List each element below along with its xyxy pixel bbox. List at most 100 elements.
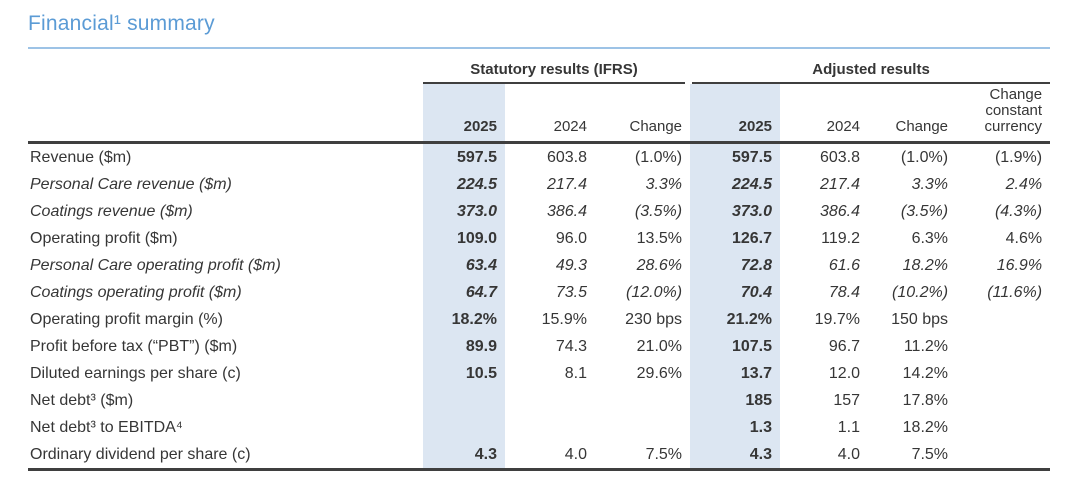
cell: (11.6%) [987,284,1043,301]
cell: 63.4 [423,252,505,279]
cell: 3.3% [645,176,683,193]
cell [956,414,1050,441]
cell: 603.8 [819,149,861,166]
column-header-label-spacer [28,84,423,144]
cell: 150 bps [891,311,949,328]
cell: 1.1 [837,419,861,436]
cell: 386.4 [819,203,861,220]
cell: 18.2% [902,419,949,436]
cell: 18.2% [423,306,505,333]
row-label: Coatings operating profit ($m) [30,284,242,301]
table-row: Personal Care operating profit ($m) 63.4… [28,252,1050,279]
column-header-statutory-change: Change [595,84,691,144]
cell [956,306,1050,333]
cell: 70.4 [690,279,781,306]
cell: 4.0 [780,441,869,471]
column-header-row: 2025 2024 Change 2025 2024 Change Change… [28,84,1051,144]
row-label: Personal Care revenue ($m) [30,176,232,193]
group-header-spacer [28,52,423,84]
cell [956,333,1050,360]
cell: 7.5% [868,441,957,471]
column-header-statutory-2024: 2024 [505,84,595,144]
cell: 18.2% [902,257,949,274]
row-label: Net debt³ to EBITDA⁴ [30,419,183,436]
cell [505,414,595,441]
row-label: Profit before tax (“PBT”) ($m) [30,338,238,355]
table-row: Operating profit margin (%) 18.2% 15.9% … [28,306,1050,333]
row-label: Ordinary dividend per share (c) [28,441,423,471]
cell: 157 [833,392,861,409]
cell: 230 bps [625,311,683,328]
cell: 89.9 [423,333,505,360]
cell: 373.0 [690,198,781,225]
row-label: Revenue ($m) [30,149,132,166]
table-row: Personal Care revenue ($m) 224.5 217.4 3… [28,171,1050,198]
table-row: Coatings operating profit ($m) 64.7 73.5… [28,279,1050,306]
column-header-adjusted-2024: 2024 [780,84,869,144]
cell: (1.9%) [994,149,1043,166]
cell: 17.8% [902,392,949,409]
financial-summary-table: Statutory results (IFRS) Adjusted result… [28,52,1051,471]
cell: 21.2% [690,306,781,333]
cell: 14.2% [902,365,949,382]
cell: (10.2%) [892,284,949,301]
cell: 13.5% [636,230,683,247]
cell: 96.7 [828,338,861,355]
column-header-change-constant-currency: Change constant currency [956,84,1051,144]
cell: 4.6% [1005,230,1043,247]
cell: 126.7 [690,225,781,252]
cell: 19.7% [814,311,861,328]
cell: 49.3 [555,257,587,274]
row-label: Operating profit margin (%) [30,311,223,328]
page-title: Financial¹ summary [28,12,215,35]
cell: 96.0 [555,230,587,247]
cell: 61.6 [828,257,861,274]
cell: 3.3% [911,176,949,193]
cell [956,441,1051,471]
table-row: Net debt³ to EBITDA⁴ 1.3 1.1 18.2% [28,414,1050,441]
table-row: Revenue ($m) 597.5 603.8 (1.0%) 597.5 60… [28,142,1050,171]
cell: 78.4 [828,284,861,301]
row-label: Personal Care operating profit ($m) [30,257,281,274]
cell [505,387,595,414]
cell: 16.9% [996,257,1043,274]
cell: 74.3 [555,338,587,355]
cell: 1.3 [690,414,781,441]
cell: 224.5 [423,171,505,198]
column-header-adjusted-2025: 2025 [690,84,781,144]
cell [423,387,505,414]
cell: 597.5 [690,142,781,171]
cell [956,360,1050,387]
row-label: Coatings revenue ($m) [30,203,193,220]
cell: 72.8 [690,252,781,279]
cell: 185 [690,387,781,414]
table-row: Net debt³ ($m) 185 157 17.8% [28,387,1050,414]
cell: 12.0 [828,365,861,382]
group-header-row: Statutory results (IFRS) Adjusted result… [28,52,1051,84]
cell: 8.1 [564,365,587,382]
table-row: Diluted earnings per share (c) 10.5 8.1 … [28,360,1050,387]
cell: 4.3 [423,441,505,471]
cell [595,387,690,414]
cell: 6.3% [911,230,949,247]
cell [595,414,690,441]
table-row: Profit before tax (“PBT”) ($m) 89.9 74.3… [28,333,1050,360]
cell: (1.0%) [634,149,683,166]
cell: 29.6% [636,365,683,382]
title-rule [28,47,1050,49]
cell: 2.4% [1005,176,1043,193]
column-header-adjusted-change: Change [868,84,957,144]
cell: 107.5 [690,333,781,360]
cell: 10.5 [423,360,505,387]
cell: 7.5% [595,441,691,471]
cell: 603.8 [546,149,587,166]
table-row: Ordinary dividend per share (c) 4.3 4.0 … [28,441,1051,471]
cell: 386.4 [546,203,587,220]
cell: (3.5%) [900,203,949,220]
table-row: Coatings revenue ($m) 373.0 386.4 (3.5%)… [28,198,1050,225]
cell: 21.0% [636,338,683,355]
cell: 28.6% [636,257,683,274]
cell: (4.3%) [994,203,1043,220]
cell: 64.7 [423,279,505,306]
cell: 13.7 [690,360,781,387]
